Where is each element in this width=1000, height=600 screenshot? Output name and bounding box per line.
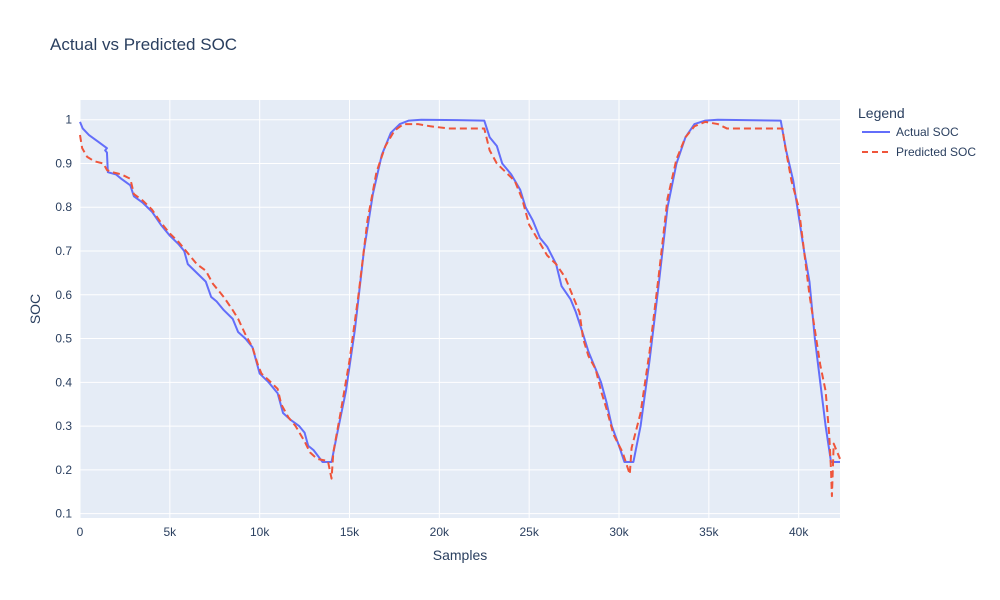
y-tick-label: 0.8 xyxy=(55,200,72,214)
y-tick-label: 0.7 xyxy=(55,244,72,258)
x-tick-label: 15k xyxy=(340,525,360,539)
series-line-predicted-soc xyxy=(79,120,841,498)
y-tick-label: 0.6 xyxy=(55,288,72,302)
legend-label-predicted: Predicted SOC xyxy=(896,145,976,159)
legend-title: Legend xyxy=(858,105,905,121)
y-tick-label: 0.3 xyxy=(55,419,72,433)
y-axis-ticks: 0.1 0.2 0.3 0.4 0.5 0.6 0.7 0.8 0.9 1 xyxy=(55,113,72,521)
y-tick-label: 0.9 xyxy=(55,156,72,170)
x-tick-label: 25k xyxy=(519,525,539,539)
series-lines xyxy=(79,118,841,498)
y-tick-label: 0.2 xyxy=(55,463,72,477)
y-axis-label: SOC xyxy=(27,294,43,324)
y-tick-label: 0.4 xyxy=(55,375,72,389)
series-line-actual-soc xyxy=(79,118,840,463)
x-axis-label: Samples xyxy=(433,547,487,563)
y-tick-label: 1 xyxy=(65,113,72,127)
legend[interactable]: Legend Actual SOC Predicted SOC xyxy=(858,105,976,159)
x-tick-label: 0 xyxy=(77,525,84,539)
chart-title: Actual vs Predicted SOC xyxy=(50,35,237,54)
legend-item-actual[interactable]: Actual SOC xyxy=(862,125,959,139)
x-tick-label: 40k xyxy=(789,525,809,539)
x-tick-label: 20k xyxy=(430,525,450,539)
plot-area xyxy=(80,100,840,518)
y-tick-label: 0.5 xyxy=(55,332,72,346)
x-tick-label: 35k xyxy=(699,525,719,539)
x-tick-label: 30k xyxy=(609,525,629,539)
legend-item-predicted[interactable]: Predicted SOC xyxy=(862,145,976,159)
x-axis-ticks: 0 5k 10k 15k 20k 25k 30k 35k 40k xyxy=(77,525,810,539)
legend-label-actual: Actual SOC xyxy=(896,125,959,139)
x-tick-label: 10k xyxy=(250,525,270,539)
x-tick-label: 5k xyxy=(163,525,177,539)
y-tick-label: 0.1 xyxy=(55,507,72,521)
